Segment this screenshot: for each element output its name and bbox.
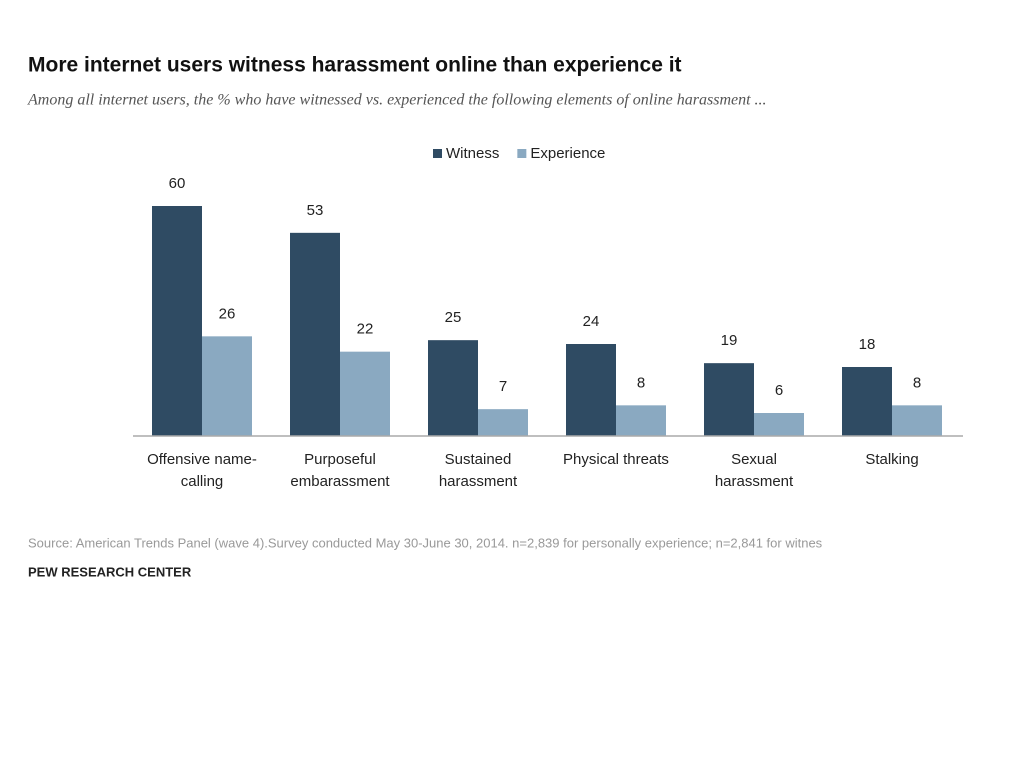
- value-label: 6: [775, 382, 783, 399]
- bar: [842, 367, 892, 436]
- value-label: 60: [169, 175, 186, 192]
- x-tick-label: Sexual harassment: [714, 451, 794, 490]
- legend-label: Experience: [530, 145, 605, 162]
- value-label: 19: [721, 332, 738, 349]
- x-tick-label: Offensive name-calling: [147, 451, 257, 490]
- value-label: 7: [499, 378, 507, 395]
- source-note: Source: American Trends Panel (wave 4).S…: [28, 535, 823, 550]
- value-label: 53: [307, 202, 324, 219]
- value-label: 8: [637, 374, 645, 391]
- value-label: 8: [913, 374, 921, 391]
- value-label: 24: [583, 313, 600, 330]
- legend-swatch: [517, 149, 527, 158]
- value-label: 18: [859, 336, 876, 353]
- bar: [566, 344, 616, 436]
- bar: [478, 409, 528, 436]
- value-label: 26: [219, 305, 236, 322]
- value-label: 25: [445, 309, 462, 326]
- bar: [152, 206, 202, 436]
- credit: PEW RESEARCH CENTER: [28, 564, 192, 579]
- bar: [892, 405, 942, 436]
- x-tick-label: Physical threats: [563, 451, 669, 468]
- x-tick-label: Sustained harassment: [438, 451, 518, 490]
- chart-title: More internet users witness harassment o…: [28, 54, 682, 77]
- bar: [290, 232, 340, 436]
- value-label: 22: [357, 321, 374, 338]
- chart-subtitle: Among all internet users, the % who have…: [27, 92, 767, 109]
- x-tick-label: Purposeful embarassment: [290, 451, 390, 490]
- bar: [428, 340, 478, 436]
- x-tick-label: Stalking: [865, 451, 919, 468]
- bar: [616, 405, 666, 436]
- bar: [754, 413, 804, 436]
- bar: [704, 363, 754, 436]
- bar: [202, 336, 252, 436]
- bar: [340, 351, 390, 436]
- legend-swatch: [433, 149, 442, 158]
- legend-label: Witness: [446, 145, 499, 162]
